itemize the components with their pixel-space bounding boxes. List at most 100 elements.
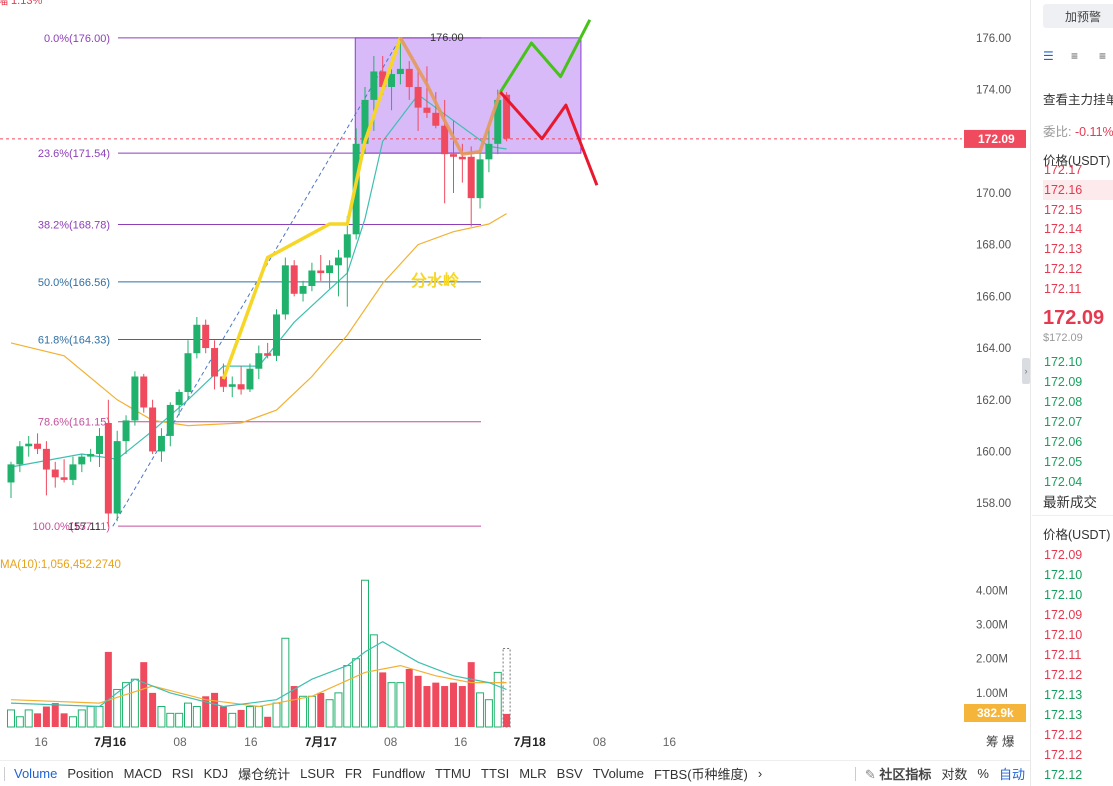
indicator-tab[interactable]: Fundflow: [372, 766, 425, 781]
candle-body: [175, 391, 183, 405]
indicator-tab[interactable]: FTBS(币种维度): [654, 767, 748, 782]
price-axis-tick: 170.00: [976, 188, 1011, 200]
percent-scale-button[interactable]: %: [977, 766, 989, 781]
indicator-tab[interactable]: MLR: [519, 766, 547, 781]
time-axis-tick: 7月17: [305, 735, 337, 749]
orderbook-asks-icon[interactable]: ≡: [1099, 49, 1107, 63]
candle-body: [264, 353, 272, 356]
indicator-tab[interactable]: RSI: [171, 766, 194, 781]
volume-bar: [15, 716, 24, 728]
fib-level-label: 23.6%(171.54): [38, 148, 110, 160]
chart-area[interactable]: 振幅 1.13% 0.0%(176.00) 23.6%(171.54) 38.2%(1…: [0, 0, 1030, 760]
indicator-tab[interactable]: FR: [344, 766, 363, 781]
current-price-badge-text: 172.09: [978, 132, 1015, 146]
volume-bar: [77, 709, 86, 728]
volume-bar: [264, 716, 272, 727]
indicator-tab[interactable]: LSUR: [300, 766, 335, 781]
watershed-label: 分水岭: [411, 271, 459, 290]
main-orders-link[interactable]: 查看主力挂单: [1043, 93, 1113, 107]
orderbook-price-header: 价格(USDT): [1043, 154, 1111, 168]
volume-bar: [237, 709, 245, 727]
volume-ma-fast-line: [10, 641, 507, 708]
time-axis-tick: 7月16: [94, 735, 126, 749]
volume-bar: [317, 692, 325, 727]
volume-axis-tick: 3.00M: [976, 620, 1008, 632]
time-axis-tick: 7月18: [514, 735, 546, 749]
red-projection-drawing: [499, 91, 599, 186]
candle-body: [299, 286, 307, 294]
volume-bar: [299, 695, 308, 728]
commission-value: -0.11%: [1074, 125, 1113, 139]
candle-body: [42, 448, 50, 470]
indicator-tab[interactable]: TTMU: [434, 766, 472, 781]
candle-body: [326, 265, 334, 274]
time-axis-tick: 08: [593, 735, 607, 749]
volume-bar: [122, 682, 131, 728]
ask-row: 172.11: [1044, 281, 1082, 296]
volume-bar: [290, 686, 298, 727]
toolbar-more-icon[interactable]: ›: [757, 766, 763, 781]
low-price-label: 157.11: [68, 521, 101, 533]
price-axis-tick: 164.00: [976, 343, 1011, 355]
green-projection-drawing: [499, 19, 592, 93]
indicator-tab[interactable]: Volume: [14, 766, 58, 781]
volume-bar: [140, 662, 148, 727]
bid-row: 172.08: [1044, 395, 1083, 409]
candle-body: [450, 154, 457, 157]
candle-body: [290, 265, 298, 294]
volume-bar: [476, 692, 485, 728]
volume-bar: [157, 706, 166, 728]
volume-bar: [228, 712, 237, 728]
trade-row: 172.09: [1044, 548, 1083, 562]
toolbar-separator: [4, 766, 5, 781]
collapse-panel-handle[interactable]: ›: [1022, 358, 1030, 384]
fib-level-label: 50.0%(166.56): [38, 277, 110, 289]
candle-body: [113, 441, 121, 514]
volume-bar: [503, 713, 511, 727]
candle-body: [69, 464, 77, 480]
candle-body: [131, 376, 139, 421]
volume-bar: [95, 706, 104, 728]
candle-body: [405, 68, 413, 87]
volume-bar: [281, 637, 290, 728]
volume-bar: [254, 706, 263, 728]
community-indicator-button[interactable]: ✎ 社区指标: [860, 764, 937, 783]
indicator-tab[interactable]: BSV: [556, 766, 583, 781]
orderbook-both-icon[interactable]: ☰: [1043, 49, 1054, 63]
volume-bar: [307, 695, 316, 728]
indicator-tab[interactable]: 爆仓统计: [238, 767, 291, 782]
orderbook-view-icons: ☰ ≡ ≡: [1043, 50, 1113, 62]
candle-body: [334, 257, 342, 266]
fib-level-label: 100.0%(157.11): [33, 521, 110, 533]
volume-axis-tick: 1.00M: [976, 688, 1008, 700]
volume-bar: [245, 706, 254, 728]
candle-body: [485, 143, 493, 160]
highlight-box: [354, 37, 582, 154]
volume-axis-tick: 4.00M: [976, 585, 1008, 597]
volume-bar: [458, 686, 466, 727]
price-axis-tick: 162.00: [976, 395, 1011, 407]
bid-row: 172.04: [1044, 475, 1083, 489]
indicator-tab[interactable]: TTSI: [481, 766, 510, 781]
candle-body: [60, 477, 68, 480]
add-alert-button[interactable]: 加预警: [1043, 4, 1113, 28]
candle-body: [432, 112, 440, 126]
indicator-tab[interactable]: KDJ: [203, 766, 229, 781]
commission-label: 委比:: [1043, 125, 1072, 139]
price-chart[interactable]: 振幅 1.13% 0.0%(176.00) 23.6%(171.54) 38.2%(1…: [0, 0, 1030, 760]
indicator-tab[interactable]: Position: [67, 766, 114, 781]
log-scale-button[interactable]: 对数: [941, 767, 968, 782]
volume-bar-projection: [502, 648, 511, 728]
indicator-tab[interactable]: MACD: [123, 766, 162, 781]
candle-body: [396, 68, 404, 75]
candle-body: [87, 454, 95, 457]
auto-scale-button[interactable]: 自动: [998, 767, 1025, 782]
orderbook-bids-icon[interactable]: ≡: [1071, 49, 1079, 63]
indicator-tab[interactable]: TVolume: [592, 766, 644, 781]
price-axis-tick: 166.00: [976, 291, 1011, 303]
volume-bar: [343, 665, 352, 728]
volume-bar: [414, 675, 422, 727]
candle-body: [476, 159, 484, 199]
latest-trades-title: 最新成交: [1043, 495, 1097, 510]
candle-body: [343, 234, 351, 258]
